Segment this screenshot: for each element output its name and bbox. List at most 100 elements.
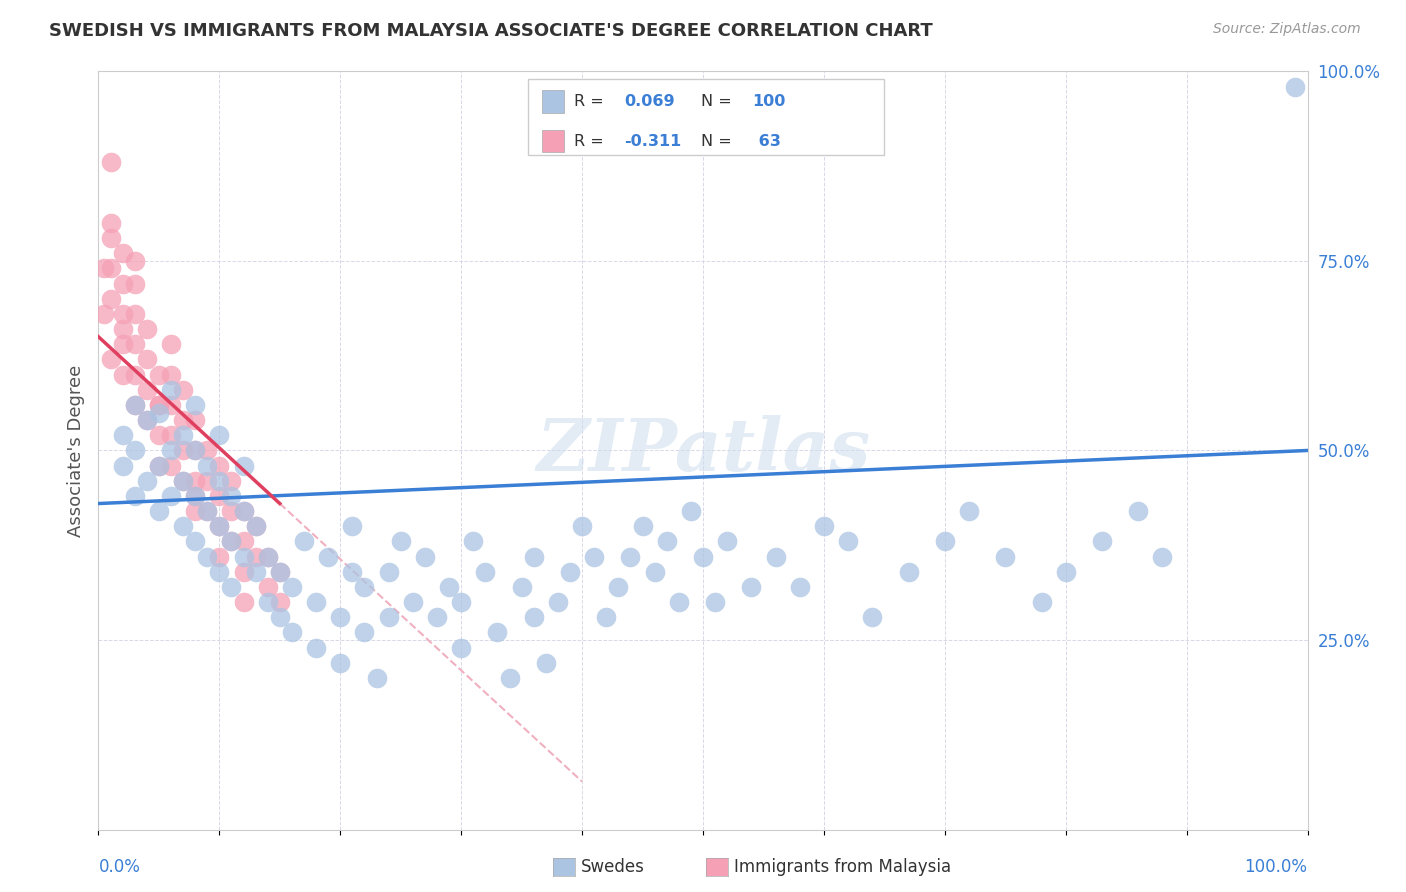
Point xyxy=(534,656,557,670)
Point xyxy=(160,428,183,442)
Point xyxy=(100,292,122,306)
Point xyxy=(195,504,218,518)
Point xyxy=(195,504,218,518)
Point xyxy=(389,534,412,549)
Point xyxy=(111,277,134,291)
Text: 0.0%: 0.0% xyxy=(98,858,141,876)
Point xyxy=(100,261,122,276)
Point xyxy=(994,549,1017,564)
Text: Source: ZipAtlas.com: Source: ZipAtlas.com xyxy=(1213,22,1361,37)
Point xyxy=(837,534,859,549)
Point xyxy=(1128,504,1150,518)
Point xyxy=(160,443,183,458)
Point xyxy=(148,428,170,442)
Point xyxy=(148,368,170,382)
Point xyxy=(195,549,218,564)
Point xyxy=(172,413,194,427)
Point xyxy=(789,580,811,594)
Point xyxy=(172,383,194,397)
Text: 100: 100 xyxy=(752,95,786,109)
Point xyxy=(1091,534,1114,549)
Point xyxy=(160,489,183,503)
Point xyxy=(860,610,883,624)
Point xyxy=(208,489,231,503)
Point xyxy=(269,610,291,624)
Text: Immigrants from Malaysia: Immigrants from Malaysia xyxy=(734,858,950,876)
Point xyxy=(269,565,291,579)
Point xyxy=(245,519,267,533)
Point xyxy=(184,413,207,427)
Point xyxy=(269,565,291,579)
Point xyxy=(450,595,472,609)
Point xyxy=(269,595,291,609)
Point xyxy=(221,474,243,488)
Point xyxy=(644,565,666,579)
Point xyxy=(93,307,115,321)
Point xyxy=(704,595,727,609)
Point xyxy=(148,398,170,412)
Point xyxy=(450,640,472,655)
FancyBboxPatch shape xyxy=(543,129,564,153)
Point xyxy=(172,428,194,442)
Point xyxy=(523,549,546,564)
Point xyxy=(111,368,134,382)
Point xyxy=(111,428,134,442)
Point xyxy=(124,398,146,412)
Point xyxy=(245,549,267,564)
Point xyxy=(558,565,581,579)
Point xyxy=(366,671,388,685)
Text: 63: 63 xyxy=(752,134,780,149)
Point xyxy=(329,656,352,670)
Point xyxy=(208,519,231,533)
Point xyxy=(184,489,207,503)
Point xyxy=(679,504,702,518)
Point xyxy=(135,413,157,427)
Point xyxy=(135,383,157,397)
Point xyxy=(765,549,787,564)
Point xyxy=(172,474,194,488)
Point xyxy=(148,398,170,412)
Point xyxy=(668,595,690,609)
Point xyxy=(124,368,146,382)
Point xyxy=(221,534,243,549)
Point xyxy=(232,534,254,549)
Text: Swedes: Swedes xyxy=(581,858,644,876)
Point xyxy=(208,565,231,579)
Point xyxy=(256,549,278,564)
Point xyxy=(93,261,115,276)
Point xyxy=(135,352,157,367)
Point xyxy=(245,565,267,579)
Point xyxy=(329,610,352,624)
Point xyxy=(1284,79,1306,94)
Point xyxy=(135,322,157,336)
Point xyxy=(305,595,328,609)
Text: ZIPatlas: ZIPatlas xyxy=(536,415,870,486)
Point xyxy=(232,504,254,518)
Point xyxy=(172,519,194,533)
Point xyxy=(316,549,339,564)
Point xyxy=(498,671,520,685)
Text: N =: N = xyxy=(700,95,737,109)
Point xyxy=(377,565,399,579)
Point xyxy=(135,413,157,427)
Point xyxy=(934,534,956,549)
Point xyxy=(426,610,449,624)
Point xyxy=(195,474,218,488)
Point xyxy=(184,443,207,458)
Point xyxy=(1031,595,1053,609)
Point xyxy=(740,580,762,594)
Point xyxy=(221,489,243,503)
Point xyxy=(135,474,157,488)
Point xyxy=(148,458,170,473)
Point xyxy=(897,565,920,579)
Point xyxy=(124,307,146,321)
Point xyxy=(813,519,835,533)
Point xyxy=(353,625,375,640)
Point xyxy=(342,565,364,579)
Point xyxy=(184,398,207,412)
Point xyxy=(232,504,254,518)
Point xyxy=(655,534,678,549)
Point xyxy=(160,368,183,382)
Point xyxy=(172,443,194,458)
Point xyxy=(208,519,231,533)
